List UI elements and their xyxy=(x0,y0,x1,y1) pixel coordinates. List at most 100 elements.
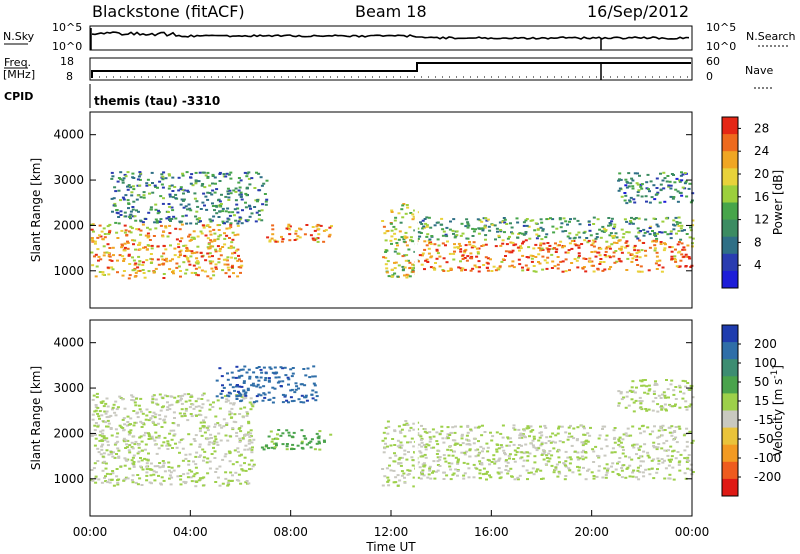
heat-cell xyxy=(576,426,580,429)
heat-cell xyxy=(604,476,608,479)
heat-cell xyxy=(494,245,498,248)
heat-cell xyxy=(208,184,212,187)
heat-cell xyxy=(630,177,634,180)
heat-cell xyxy=(422,444,426,446)
heat-cell xyxy=(687,454,691,456)
y-tick-label: 1000 xyxy=(53,264,84,278)
heat-cell xyxy=(97,415,101,418)
heat-cell xyxy=(304,396,308,399)
heat-cell xyxy=(181,199,185,202)
heat-cell xyxy=(116,237,120,239)
heat-cell xyxy=(573,243,577,246)
heat-cell xyxy=(152,411,156,414)
heat-cell xyxy=(244,192,248,195)
heat-cell xyxy=(461,254,465,257)
heat-cell xyxy=(260,219,264,222)
colorbar-tick-label: -200 xyxy=(754,470,781,484)
heat-cell xyxy=(428,440,432,443)
heat-cell xyxy=(529,425,533,428)
heat-cell xyxy=(657,462,661,465)
noise-right-tick-top: 10^5 xyxy=(706,21,736,34)
heat-cell xyxy=(199,421,203,424)
heat-cell xyxy=(561,441,565,444)
heat-cell xyxy=(168,432,172,435)
heat-cell xyxy=(315,225,319,228)
heat-cell xyxy=(623,192,627,194)
heat-cell xyxy=(128,274,132,277)
heat-cell xyxy=(252,401,256,404)
heat-cell xyxy=(544,463,548,466)
heat-cell xyxy=(496,267,500,270)
heat-cell xyxy=(484,243,488,246)
heat-cell xyxy=(199,220,202,223)
heat-cell xyxy=(107,422,111,425)
heat-cell xyxy=(126,421,130,423)
heat-cell xyxy=(651,409,655,412)
heat-cell xyxy=(400,456,404,459)
heat-cell xyxy=(159,409,163,412)
heat-cell xyxy=(184,457,188,460)
heat-cell xyxy=(508,457,511,460)
heat-cell xyxy=(285,429,289,432)
heat-cell xyxy=(394,476,398,479)
heat-cell xyxy=(391,438,395,440)
heat-cell xyxy=(298,227,301,230)
heat-cell xyxy=(617,257,621,260)
y-tick-label: 3000 xyxy=(53,381,84,395)
heat-cell xyxy=(219,203,223,205)
heat-cell xyxy=(529,471,533,474)
heat-cell xyxy=(248,183,252,186)
heat-cell xyxy=(472,463,476,466)
heat-cell xyxy=(238,440,242,443)
heat-cell xyxy=(412,215,416,218)
heat-cell xyxy=(655,471,659,474)
heat-cell xyxy=(509,241,513,244)
heat-cell xyxy=(104,462,108,465)
heat-cell xyxy=(162,273,166,275)
heat-cell xyxy=(214,182,217,185)
heat-cell xyxy=(106,440,110,443)
cpid-label: CPID xyxy=(4,90,33,103)
heat-cell xyxy=(631,179,635,182)
heat-cell xyxy=(656,225,660,228)
heat-cell xyxy=(507,250,511,253)
heat-cell xyxy=(305,443,309,446)
heat-cell xyxy=(655,268,659,270)
heat-cell xyxy=(256,199,260,202)
heat-cell xyxy=(221,246,225,248)
heat-cell xyxy=(160,173,164,176)
heat-cell xyxy=(544,442,548,445)
heat-cell xyxy=(409,441,412,444)
heat-cell xyxy=(538,431,542,434)
heat-cell xyxy=(124,439,128,442)
heat-cell xyxy=(161,235,165,238)
heat-cell xyxy=(655,255,659,258)
heat-cell xyxy=(436,221,440,224)
heat-cell xyxy=(636,237,640,240)
heat-cell xyxy=(495,431,499,434)
heat-cell xyxy=(101,238,105,241)
heat-cell xyxy=(116,406,120,409)
heat-cell xyxy=(328,226,332,229)
heat-cell xyxy=(393,250,397,253)
heat-cell xyxy=(172,429,176,432)
heat-cell xyxy=(592,477,596,480)
heat-cell xyxy=(90,238,94,241)
heat-cell xyxy=(238,216,242,219)
heat-cell xyxy=(665,409,668,412)
heat-cell xyxy=(123,423,127,426)
heat-cell xyxy=(228,452,232,455)
heat-cell xyxy=(540,454,544,456)
heat-cell xyxy=(608,222,612,224)
heat-cell xyxy=(411,240,415,243)
heat-cell xyxy=(174,442,177,445)
heat-cell xyxy=(133,263,137,266)
heat-cell xyxy=(262,385,266,388)
heat-cell xyxy=(631,185,635,188)
heat-cell xyxy=(156,186,159,189)
heat-cell xyxy=(556,263,560,266)
heat-cell xyxy=(211,182,214,185)
heat-cell xyxy=(182,206,186,209)
heat-cell xyxy=(95,396,99,399)
heat-cell xyxy=(152,235,156,237)
